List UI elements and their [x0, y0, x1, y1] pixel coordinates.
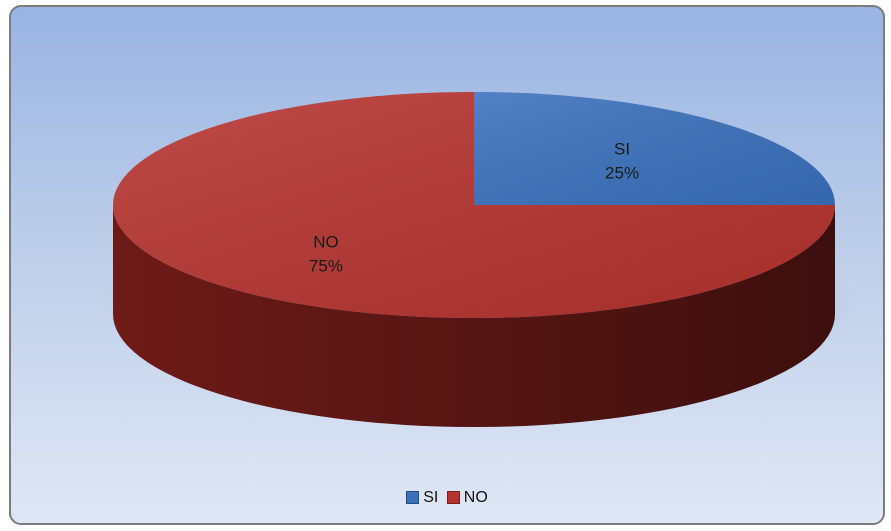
legend-swatch-no [446, 491, 460, 504]
data-label-category-no: NO [313, 232, 339, 251]
legend-label-no: NO [463, 488, 488, 506]
pie-slices [113, 92, 835, 318]
data-label-category-si: SI [614, 140, 630, 159]
legend-item-no: NO [446, 488, 488, 507]
pie-sides [113, 205, 835, 427]
legend-swatch-si [406, 491, 420, 504]
data-label-value-no: 75% [309, 256, 343, 275]
pie-slice-gloss-no [113, 92, 835, 318]
data-label-value-si: 25% [605, 164, 639, 183]
pie-chart: SI 25% NO 75% [101, 92, 861, 427]
pie-side-shade-no [113, 205, 835, 427]
chart-area: SI 25% NO 75% SI NO [9, 5, 885, 525]
legend-label-si: SI [423, 488, 439, 506]
legend: SI NO [11, 489, 883, 510]
legend-item-si: SI [406, 489, 438, 507]
pie-slice-gloss-si [474, 92, 835, 205]
pie-data-labels: SI 25% NO 75% [309, 140, 639, 276]
